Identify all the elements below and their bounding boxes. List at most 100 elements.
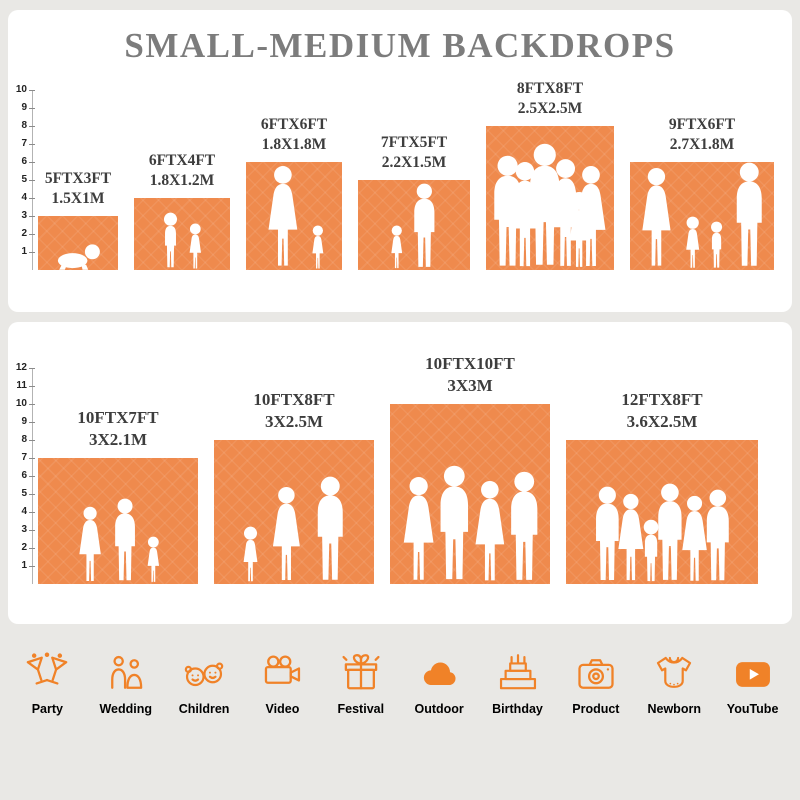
category-label: Video xyxy=(265,702,300,716)
size-m-label: 3X2.5M xyxy=(264,411,324,431)
vertical-ruler-bottom: 1 2 3 4 5 6 7 8 9 10 11 12 xyxy=(14,362,35,584)
axis-tick-mark xyxy=(29,251,35,253)
axis-tick-mark xyxy=(29,233,35,235)
axis-tick-mark xyxy=(29,125,35,127)
category-birthday[interactable]: Birthday xyxy=(481,652,555,716)
category-children[interactable]: Children xyxy=(167,652,241,716)
axis-tick-label: 4 xyxy=(21,506,27,517)
backdrop-bar xyxy=(38,216,118,270)
category-label: Outdoor xyxy=(414,702,464,716)
axis-tick-label: 12 xyxy=(15,362,27,373)
backdrop-column: 6FTX6FT 1.8X1.8M xyxy=(246,116,342,270)
people-silhouettes xyxy=(246,162,342,270)
large-backdrops-panel: 1 2 3 4 5 6 7 8 9 10 11 12 10FTX7FT 3X2.1M 10FTX8FT… xyxy=(8,322,792,624)
backdrop-column: 10FTX10FT 3X3M xyxy=(390,354,550,584)
size-m-label: 1.8X1.2M xyxy=(149,171,215,189)
backdrop-column: 8FTX8FT 2.5X2.5M xyxy=(486,80,614,270)
axis-tick-label: 10 xyxy=(15,84,27,95)
axis-tick-label: 8 xyxy=(21,434,27,445)
backdrop-size-label: 6FTX6FT 1.8X1.8M xyxy=(261,115,327,155)
people-silhouettes xyxy=(358,180,470,270)
axis-tick-label: 10 xyxy=(15,398,27,409)
backdrop-size-label: 10FTX10FT 3X3M xyxy=(425,353,515,397)
axis-tick-label: 2 xyxy=(21,228,27,239)
man-silhouette xyxy=(114,498,135,581)
size-ft-label: 7FTX5FT xyxy=(380,133,448,151)
video-icon xyxy=(265,655,301,684)
axis-tick-label: 6 xyxy=(21,156,27,167)
man-silhouette xyxy=(706,489,729,581)
category-wedding[interactable]: Wedding xyxy=(89,652,163,716)
axis-tick-mark xyxy=(29,493,35,495)
axis-tick-label: 9 xyxy=(21,102,27,113)
party-icon xyxy=(27,652,68,685)
axis-tick-label: 2 xyxy=(21,542,27,553)
category-festival[interactable]: Festival xyxy=(324,652,398,716)
axis-tick-label: 1 xyxy=(21,246,27,257)
backdrop-size-label: 10FTX7FT 3X2.1M xyxy=(77,407,158,451)
size-ft-label: 8FTX8FT xyxy=(516,79,584,97)
size-ft-label: 10FTX7FT xyxy=(77,407,159,427)
axis-tick-mark xyxy=(29,403,35,405)
category-product[interactable]: Product xyxy=(559,652,633,716)
backdrop-size-label: 9FTX6FT 2.7X1.8M xyxy=(669,115,735,155)
newborn-icon xyxy=(657,656,692,688)
axis-tick-mark xyxy=(29,511,35,513)
festival-icon xyxy=(342,654,380,690)
category-label: Product xyxy=(572,702,620,716)
people-silhouettes xyxy=(214,440,374,584)
size-m-label: 3X2.1M xyxy=(88,429,148,449)
backdrop-column: 10FTX7FT 3X2.1M xyxy=(38,408,198,584)
birthday-icon xyxy=(499,654,536,690)
backdrop-bar xyxy=(38,458,198,584)
size-m-label: 3X3M xyxy=(447,375,493,395)
people-silhouettes xyxy=(486,126,614,270)
axis-tick-mark xyxy=(29,421,35,423)
people-silhouettes xyxy=(566,440,758,584)
vertical-ruler-top: 1 2 3 4 5 6 7 8 9 10 xyxy=(14,84,35,270)
category-label: Birthday xyxy=(492,702,543,716)
category-label: YouTube xyxy=(726,702,779,716)
category-newborn[interactable]: Newborn xyxy=(637,652,711,716)
category-label: Wedding xyxy=(99,702,152,716)
axis-tick-mark xyxy=(29,385,35,387)
backdrop-bar xyxy=(134,198,230,270)
category-label: Newborn xyxy=(647,702,701,716)
axis-tick-mark xyxy=(29,107,35,109)
backdrop-size-label: 5FTX3FT 1.5X1M xyxy=(45,169,111,209)
people-silhouettes xyxy=(630,162,774,270)
girl-silhouette xyxy=(189,223,202,269)
backdrop-bars-top: 5FTX3FT 1.5X1M 6FTX4FT 1.8X1.2M xyxy=(38,80,774,270)
category-party[interactable]: Party xyxy=(10,652,84,716)
backdrop-column: 10FTX8FT 3X2.5M xyxy=(214,390,374,584)
girl-silhouette xyxy=(686,216,700,268)
category-youtube[interactable]: YouTube xyxy=(716,652,790,716)
size-ft-label: 10FTX8FT xyxy=(253,389,335,409)
woman-silhouette xyxy=(642,168,671,266)
axis-tick-label: 4 xyxy=(21,192,27,203)
backdrop-column: 12FTX8FT 3.6X2.5M xyxy=(566,390,758,584)
product-icon xyxy=(578,659,614,689)
axis-tick-label: 3 xyxy=(21,210,27,221)
backdrop-bar xyxy=(566,440,758,584)
category-label: Children xyxy=(178,702,230,716)
backdrop-column: 7FTX5FT 2.2X1.5M xyxy=(358,134,470,270)
size-m-label: 2.2X1.5M xyxy=(381,153,447,171)
small-medium-backdrops-panel: SMALL-MEDIUM BACKDROPS 1 2 3 4 5 6 7 8 9 10 5FTX3… xyxy=(8,10,792,312)
backdrop-bar xyxy=(246,162,342,270)
axis-tick-label: 1 xyxy=(21,560,27,571)
category-outdoor[interactable]: Outdoor xyxy=(402,652,476,716)
outdoor-icon xyxy=(424,662,456,685)
axis-tick-mark xyxy=(29,565,35,567)
baby-silhouette xyxy=(58,244,101,270)
backdrop-column: 6FTX4FT 1.8X1.2M xyxy=(134,152,230,270)
axis-tick-mark xyxy=(29,439,35,441)
backdrop-bar xyxy=(486,126,614,270)
boy-silhouette xyxy=(164,213,178,268)
axis-tick-mark xyxy=(29,367,35,369)
axis-tick-label: 5 xyxy=(21,174,27,185)
category-label: Festival xyxy=(337,702,385,716)
size-m-label: 3.6X2.5M xyxy=(626,411,698,431)
girl-silhouette xyxy=(312,225,324,269)
category-video[interactable]: Video xyxy=(245,652,319,716)
